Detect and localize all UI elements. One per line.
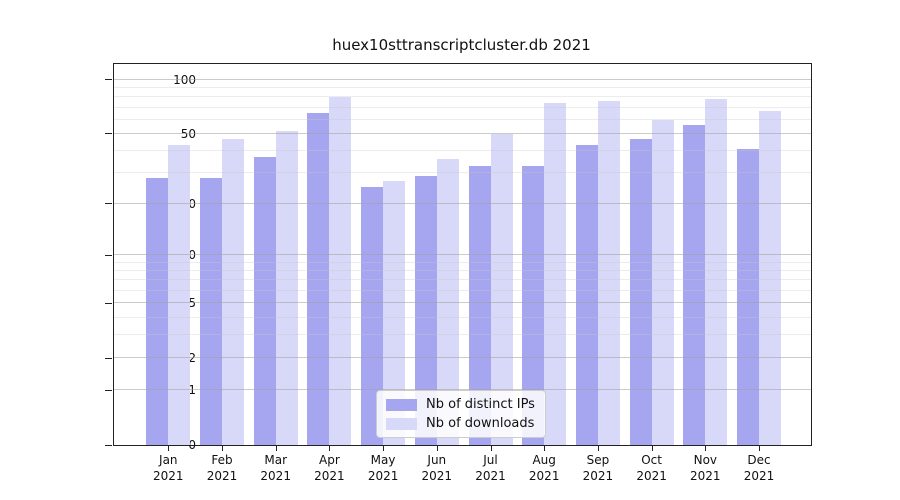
x-tick-mark-feb: [222, 445, 223, 451]
x-tick-label-sep: Sep 2021: [582, 453, 614, 483]
bar-mar-downloads: [275, 130, 298, 445]
y-tick-mark-10: [105, 254, 112, 256]
bar-sep-downloads: [597, 101, 620, 445]
legend-swatch-ips: [386, 398, 417, 411]
x-tick-label-nov: Nov 2021: [690, 453, 721, 483]
x-tick-mark-dec: [759, 445, 760, 451]
y-tick-mark-100: [105, 79, 112, 81]
x-tick-mark-mar: [275, 445, 277, 451]
x-tick-label-mar: Mar 2021: [260, 453, 291, 483]
bar-jun-downloads: [436, 159, 459, 445]
x-tick-mark-jun: [436, 445, 438, 451]
bar-aug-downloads: [544, 103, 567, 445]
y-tick-label-0: 0: [188, 438, 196, 452]
y-tick-mark-5: [105, 302, 112, 304]
bar-feb-downloads: [222, 138, 244, 445]
bar-jan-ips: [146, 178, 169, 445]
bar-jul-ips: [468, 165, 491, 445]
x-tick-mark-oct: [651, 445, 653, 451]
y-tick-label-50: 50: [180, 126, 196, 141]
x-tick-label-jan: Jan 2021: [153, 453, 184, 483]
x-tick-label-jul: Jul 2021: [475, 453, 506, 483]
x-tick-label-aug: Aug 2021: [528, 453, 560, 483]
y-tick-mark-1: [105, 389, 112, 391]
plot-area: [113, 63, 812, 446]
chart-title: huex10sttranscriptcluster.db 2021: [332, 36, 591, 54]
x-tick-mark-nov: [705, 445, 707, 451]
x-tick-label-apr: Apr 2021: [314, 453, 345, 483]
bar-jun-ips: [414, 175, 437, 445]
bar-aug-ips: [522, 165, 545, 445]
bar-apr-downloads: [329, 97, 352, 445]
legend-label-downloads: Nb of downloads: [426, 416, 535, 431]
x-tick-mark-jan: [168, 445, 170, 451]
bar-nov-ips: [683, 124, 706, 445]
y-tick-mark-50: [105, 133, 112, 135]
x-tick-mark-aug: [544, 445, 546, 451]
x-tick-label-dec: Dec 2021: [743, 453, 775, 483]
bar-sep-ips: [575, 145, 598, 445]
bar-may-downloads: [383, 181, 406, 445]
bar-feb-ips: [200, 178, 222, 445]
legend-swatch-downloads: [386, 417, 417, 430]
x-tick-mark-jul: [490, 445, 492, 451]
y-tick-mark-2: [105, 357, 112, 359]
x-tick-mark-sep: [597, 445, 599, 451]
bar-oct-ips: [629, 138, 652, 445]
y-tick-mark-20: [105, 203, 112, 205]
x-tick-label-jun: Jun 2021: [421, 453, 453, 483]
y-tick-label-100: 100: [173, 72, 196, 87]
y-tick-mark-0: [105, 444, 112, 446]
x-tick-label-may: May 2021: [367, 453, 399, 483]
bar-may-ips: [361, 187, 384, 445]
legend: Nb of distinct IPs Nb of downloads: [376, 390, 546, 438]
bar-jul-downloads: [490, 133, 513, 445]
gridline-major-100: [114, 78, 811, 80]
bar-nov-downloads: [705, 99, 728, 445]
bar-apr-ips: [307, 113, 330, 445]
x-tick-label-oct: Oct 2021: [636, 453, 667, 483]
gridline-minor-80: [114, 96, 811, 98]
x-tick-mark-apr: [329, 445, 331, 451]
gridline-minor-90: [114, 86, 811, 88]
legend-row-downloads: Nb of downloads: [386, 416, 535, 431]
bar-dec-downloads: [759, 110, 781, 445]
x-tick-mark-may: [383, 445, 385, 451]
bar-mar-ips: [253, 157, 276, 445]
x-tick-label-feb: Feb 2021: [206, 453, 238, 483]
legend-row-ips: Nb of distinct IPs: [386, 397, 535, 412]
legend-label-ips: Nb of distinct IPs: [426, 397, 535, 412]
bar-dec-ips: [737, 149, 759, 445]
bar-jan-downloads: [168, 145, 191, 445]
bar-oct-downloads: [651, 119, 674, 445]
